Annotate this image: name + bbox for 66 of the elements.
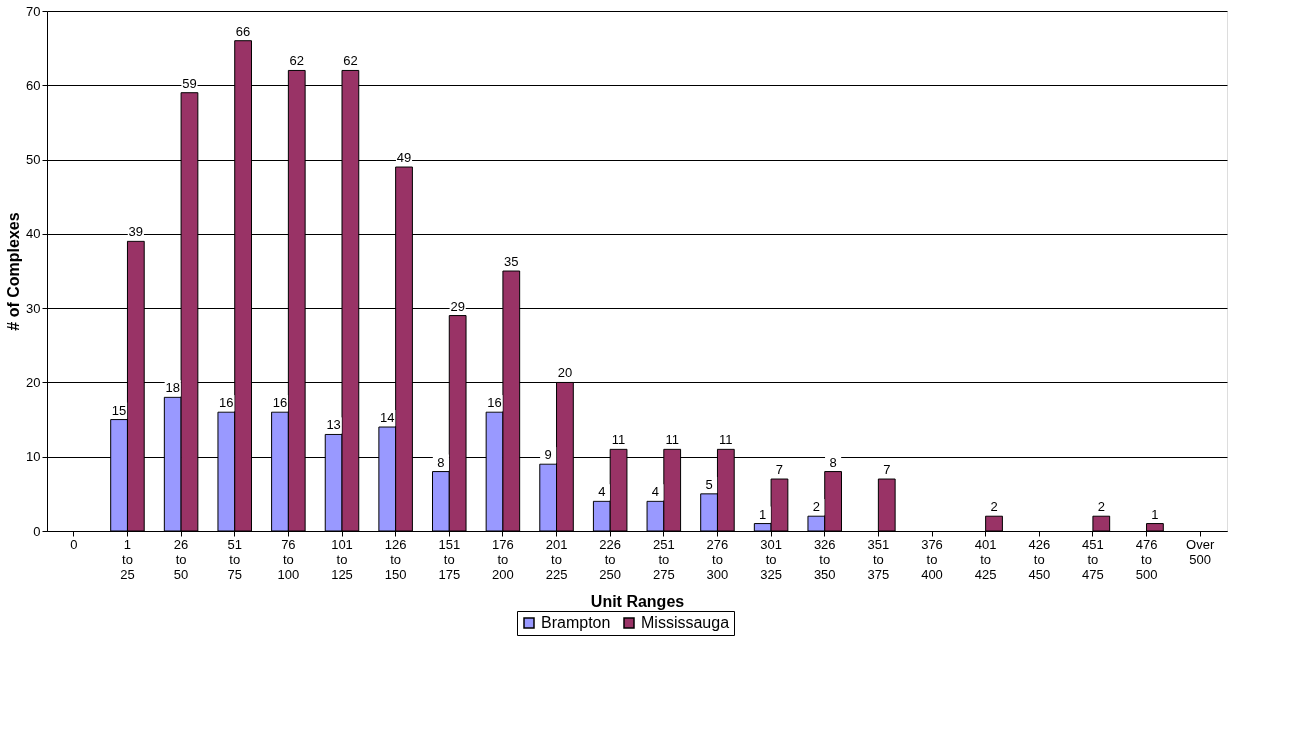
x-tick-label: 351 to 375 bbox=[867, 536, 890, 582]
legend-label: Brampton bbox=[541, 614, 611, 631]
x-tick-label: 426 to 450 bbox=[1028, 536, 1051, 582]
x-tick-label: 126 to 150 bbox=[384, 536, 407, 582]
x-tick-label: 326 to 350 bbox=[813, 536, 836, 582]
data-label: 15 bbox=[111, 402, 127, 418]
y-axis-title: # of Complexes bbox=[5, 212, 23, 331]
y-tick-label: 20 bbox=[26, 374, 41, 390]
data-label: 8 bbox=[437, 454, 445, 470]
data-label: 20 bbox=[557, 365, 573, 381]
data-label: 2 bbox=[1097, 499, 1105, 515]
data-label: 59 bbox=[182, 75, 197, 91]
x-tick-label: 51 to 75 bbox=[227, 536, 242, 582]
x-tick-label: 76 to 100 bbox=[277, 536, 300, 582]
data-label: 66 bbox=[235, 23, 251, 39]
x-tick-label: 476 to 500 bbox=[1135, 536, 1158, 582]
x-tick-label: 101 to 125 bbox=[331, 536, 353, 582]
data-label: 5 bbox=[705, 476, 713, 492]
y-tick-label: 30 bbox=[26, 300, 41, 316]
x-tick-label: 251 to 275 bbox=[652, 536, 675, 582]
y-tick-label: 50 bbox=[26, 152, 41, 168]
data-label: 7 bbox=[883, 462, 891, 477]
data-label: 8 bbox=[829, 454, 837, 470]
data-label: 35 bbox=[504, 254, 519, 269]
x-tick-label: 301 to 325 bbox=[760, 536, 782, 582]
data-label: 29 bbox=[450, 298, 465, 314]
x-tick-label: 376 to 400 bbox=[921, 536, 943, 582]
x-tick-label: 1 to 25 bbox=[120, 536, 135, 582]
data-label: 11 bbox=[665, 432, 679, 448]
y-tick-label: 60 bbox=[26, 77, 41, 93]
data-label: 11 bbox=[719, 432, 733, 448]
data-label: 16 bbox=[219, 395, 234, 411]
x-axis-title: Unit Ranges bbox=[590, 592, 685, 610]
x-tick-label: 451 to 475 bbox=[1082, 536, 1104, 582]
data-label: 39 bbox=[128, 224, 144, 240]
y-tick-label: 0 bbox=[33, 523, 41, 539]
data-label: 2 bbox=[812, 499, 820, 515]
data-label: 13 bbox=[326, 417, 341, 433]
data-label: 2 bbox=[990, 499, 998, 515]
y-tick-label: 40 bbox=[26, 226, 41, 242]
data-label: 1 bbox=[759, 506, 767, 522]
data-label: 7 bbox=[775, 462, 784, 477]
data-label: 4 bbox=[651, 484, 660, 500]
data-label: 11 bbox=[611, 432, 626, 448]
x-tick-label: Over 500 bbox=[1186, 536, 1215, 567]
x-tick-label: 226 to 250 bbox=[599, 536, 622, 582]
y-tick-label: 10 bbox=[26, 449, 41, 465]
y-tick-label: 70 bbox=[26, 3, 41, 19]
x-tick-label: 0 bbox=[70, 536, 78, 552]
data-label: 62 bbox=[343, 53, 358, 69]
data-label: 16 bbox=[487, 395, 502, 411]
data-label: 18 bbox=[165, 380, 180, 396]
data-label: 9 bbox=[544, 447, 552, 463]
data-label: 49 bbox=[396, 150, 412, 165]
x-tick-label: 276 to 300 bbox=[706, 536, 729, 582]
x-tick-label: 26 to 50 bbox=[173, 536, 189, 582]
x-tick-label: 201 to 225 bbox=[545, 536, 568, 582]
legend-label: Mississauga bbox=[641, 614, 730, 631]
data-label: 16 bbox=[272, 395, 288, 411]
x-tick-label: 151 to 175 bbox=[438, 536, 461, 582]
x-tick-label: 176 to 200 bbox=[492, 536, 514, 582]
data-label: 4 bbox=[598, 484, 606, 500]
data-label: 14 bbox=[380, 410, 395, 425]
x-tick-label: 401 to 425 bbox=[974, 536, 997, 582]
data-label: 62 bbox=[289, 53, 304, 69]
data-label: 1 bbox=[1151, 506, 1159, 522]
